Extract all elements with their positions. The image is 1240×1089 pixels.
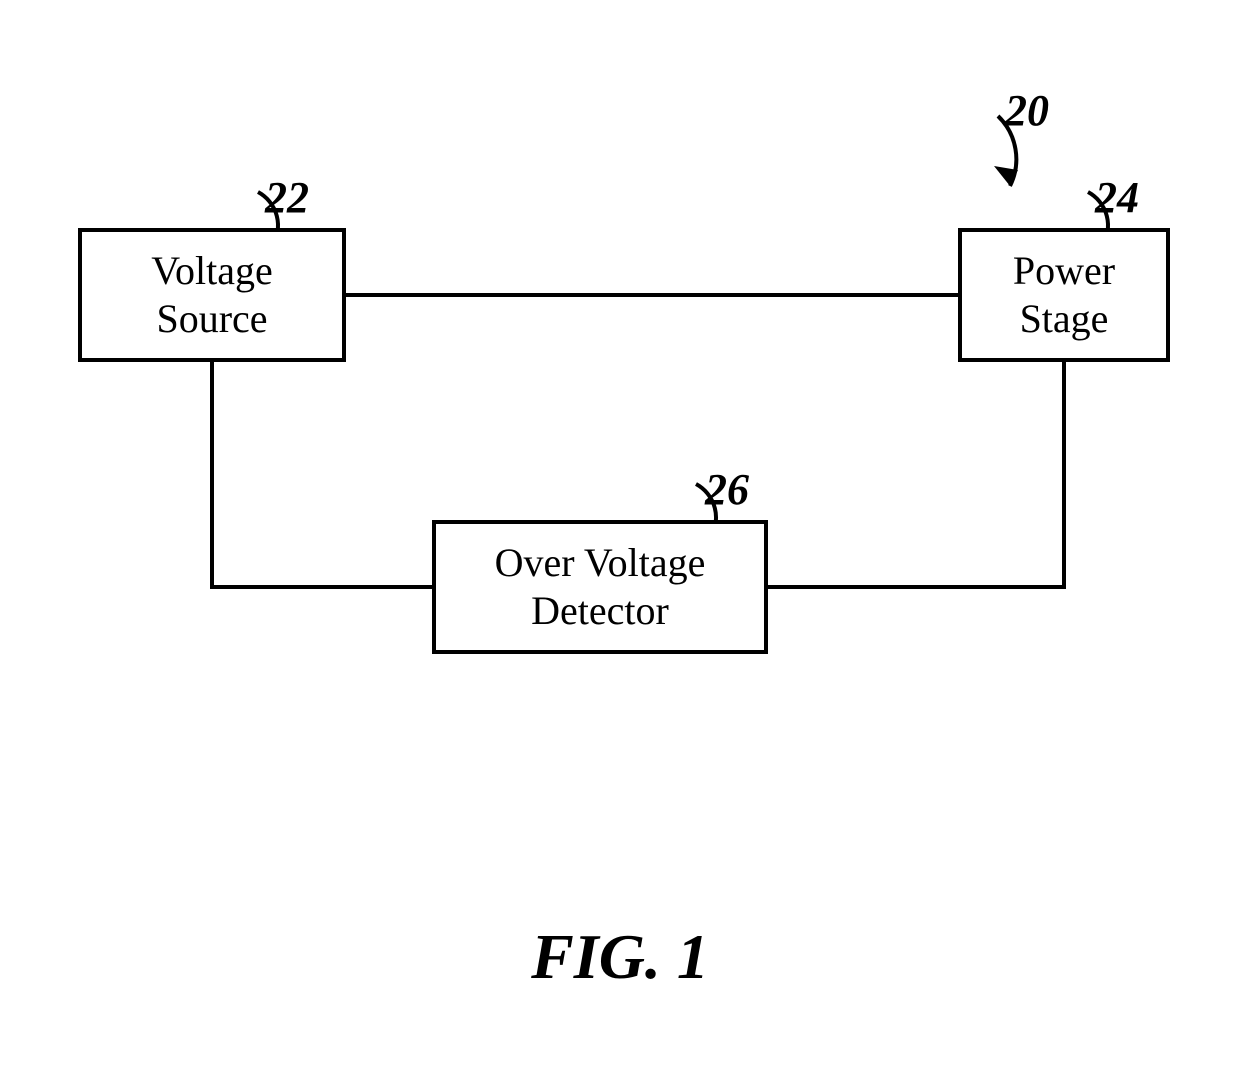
connector-vs-ovd: [212, 362, 432, 587]
connector-ovd-ps: [768, 362, 1064, 587]
node-power-stage: PowerStage: [958, 228, 1170, 362]
node-over-voltage-detector-label: Over VoltageDetector: [495, 539, 706, 635]
ref-24: 24: [1095, 172, 1139, 223]
ref-26: 26: [705, 464, 749, 515]
figure-caption: FIG. 1: [531, 920, 709, 994]
ref-22: 22: [265, 172, 309, 223]
node-power-stage-label: PowerStage: [1013, 247, 1115, 343]
block-diagram: VoltageSource PowerStage Over VoltageDet…: [0, 0, 1240, 1089]
ref-20: 20: [1005, 85, 1049, 136]
node-over-voltage-detector: Over VoltageDetector: [432, 520, 768, 654]
node-voltage-source: VoltageSource: [78, 228, 346, 362]
node-voltage-source-label: VoltageSource: [151, 247, 272, 343]
